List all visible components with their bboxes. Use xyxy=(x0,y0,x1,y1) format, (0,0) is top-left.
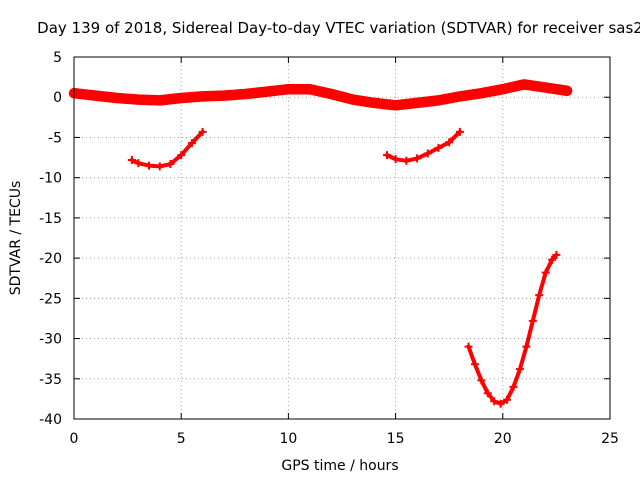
data-point xyxy=(552,250,561,259)
data-point xyxy=(496,399,505,408)
y-tick-label: 5 xyxy=(53,50,62,66)
x-tick-label: 0 xyxy=(70,431,79,447)
x-tick-label: 25 xyxy=(601,431,619,447)
series-group xyxy=(68,79,573,408)
data-point xyxy=(423,149,432,158)
series-line-arc-2 xyxy=(385,129,462,163)
x-tick-label: 20 xyxy=(494,431,512,447)
data-point xyxy=(413,98,422,107)
data-point xyxy=(383,151,392,160)
data-point xyxy=(455,92,464,101)
data-point xyxy=(155,96,164,105)
data-point xyxy=(477,376,486,385)
chart-title: Day 139 of 2018, Sidereal Day-to-day VTE… xyxy=(37,19,640,37)
y-tick-label: -5 xyxy=(48,130,62,146)
data-point xyxy=(548,255,557,264)
data-point xyxy=(541,268,550,277)
data-point xyxy=(370,98,379,107)
plot-border xyxy=(73,56,611,420)
y-tick-label: -15 xyxy=(39,211,62,227)
data-point xyxy=(541,83,550,92)
data-point xyxy=(445,138,454,147)
x-axis-label: GPS time / hours xyxy=(281,458,398,474)
data-point xyxy=(515,365,524,374)
data-point xyxy=(327,90,336,99)
data-point xyxy=(166,159,175,168)
data-point xyxy=(220,91,229,100)
data-point xyxy=(391,155,400,164)
data-point xyxy=(434,96,443,105)
data-point xyxy=(127,155,136,164)
data-point xyxy=(520,80,529,89)
data-point xyxy=(134,159,143,168)
y-tick-label: -40 xyxy=(39,412,62,428)
grid xyxy=(74,57,610,419)
y-tick-label: 0 xyxy=(53,90,62,106)
x-tick-label: 5 xyxy=(177,431,186,447)
y-tick-label: -20 xyxy=(39,251,62,267)
data-point xyxy=(470,360,479,369)
data-point xyxy=(535,291,544,300)
data-point xyxy=(348,95,357,104)
data-point xyxy=(262,87,271,96)
data-point xyxy=(177,151,186,160)
data-point xyxy=(503,395,512,404)
y-tick-label: -30 xyxy=(39,332,62,348)
data-point xyxy=(305,85,314,94)
y-tick-label: -10 xyxy=(39,171,62,187)
series-line-main-band xyxy=(68,79,573,111)
data-point xyxy=(241,90,250,99)
data-point xyxy=(284,85,293,94)
data-point xyxy=(413,154,422,163)
axis-ticks: 0 5 10 15 20 25 5 0 -5 -10 -15 -20 -25 -30 -35 -40 xyxy=(39,50,619,447)
data-point xyxy=(134,95,143,104)
data-point xyxy=(483,389,492,398)
data-point xyxy=(434,143,443,152)
data-point xyxy=(187,139,196,148)
data-point xyxy=(509,382,518,391)
data-point xyxy=(563,86,572,95)
data-point xyxy=(198,92,207,101)
data-point xyxy=(402,156,411,165)
data-point xyxy=(522,342,531,351)
data-point xyxy=(528,316,537,325)
data-point xyxy=(155,162,164,171)
data-point xyxy=(464,342,473,351)
data-point xyxy=(477,89,486,98)
data-point xyxy=(91,91,100,100)
data-point xyxy=(391,101,400,110)
data-point xyxy=(198,127,207,136)
data-point xyxy=(498,85,507,94)
data-point xyxy=(490,397,499,406)
y-tick-label: -35 xyxy=(39,372,62,388)
y-axis-label: SDTVAR / TECUs xyxy=(8,181,24,296)
x-tick-label: 10 xyxy=(279,431,297,447)
data-point xyxy=(455,127,464,136)
data-point xyxy=(112,94,121,103)
data-point xyxy=(177,94,186,103)
x-tick-label: 15 xyxy=(387,431,405,447)
y-tick-label: -25 xyxy=(39,291,62,307)
data-point xyxy=(145,161,154,170)
